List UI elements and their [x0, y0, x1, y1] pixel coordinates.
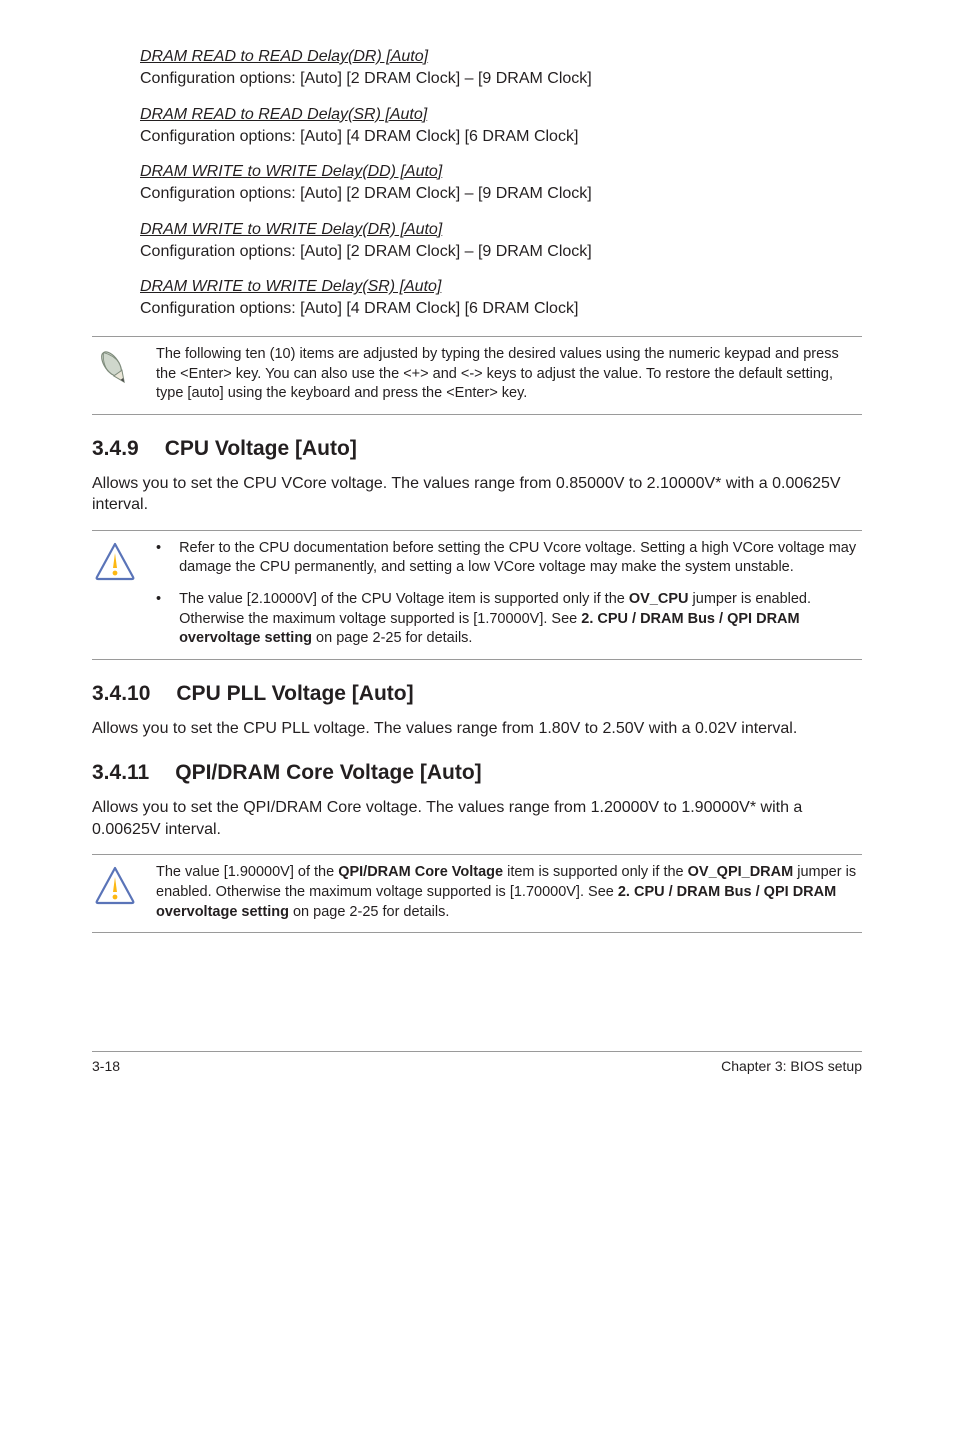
section-number: 3.4.9	[92, 437, 139, 461]
setting-desc: Configuration options: [Auto] [2 DRAM Cl…	[140, 241, 862, 263]
setting-desc: Configuration options: [Auto] [2 DRAM Cl…	[140, 68, 862, 90]
section-number: 3.4.11	[92, 761, 149, 785]
setting-desc: Configuration options: [Auto] [4 DRAM Cl…	[140, 298, 862, 320]
bullet-icon: •	[156, 539, 161, 578]
note-bullet-text: The value [2.10000V] of the CPU Voltage …	[179, 590, 858, 649]
footer-chapter: Chapter 3: BIOS setup	[721, 1058, 862, 1074]
section-body: Allows you to set the CPU PLL voltage. T…	[92, 718, 862, 740]
setting-title: DRAM READ to READ Delay(DR) [Auto]	[140, 48, 862, 66]
section-number: 3.4.10	[92, 682, 150, 706]
setting-desc: Configuration options: [Auto] [2 DRAM Cl…	[140, 183, 862, 205]
section-heading: 3.4.10 CPU PLL Voltage [Auto]	[92, 682, 862, 706]
section-title: CPU PLL Voltage [Auto]	[176, 682, 413, 706]
section-title: QPI/DRAM Core Voltage [Auto]	[175, 761, 481, 785]
warning-box: The value [1.90000V] of the QPI/DRAM Cor…	[92, 854, 862, 933]
bullet-icon: •	[156, 590, 161, 649]
section-body: Allows you to set the QPI/DRAM Core volt…	[92, 797, 862, 840]
warning-box: • Refer to the CPU documentation before …	[92, 530, 862, 660]
setting-block: DRAM WRITE to WRITE Delay(SR) [Auto] Con…	[140, 278, 862, 320]
footer-page-number: 3-18	[92, 1058, 120, 1074]
note-text: • Refer to the CPU documentation before …	[156, 539, 858, 649]
setting-desc: Configuration options: [Auto] [4 DRAM Cl…	[140, 126, 862, 148]
note-text: The value [1.90000V] of the QPI/DRAM Cor…	[156, 863, 858, 922]
note-box: The following ten (10) items are adjuste…	[92, 336, 862, 415]
section-heading: 3.4.9 CPU Voltage [Auto]	[92, 437, 862, 461]
setting-title: DRAM WRITE to WRITE Delay(DR) [Auto]	[140, 221, 862, 239]
setting-title: DRAM READ to READ Delay(SR) [Auto]	[140, 106, 862, 124]
warning-icon	[92, 863, 138, 922]
setting-block: DRAM WRITE to WRITE Delay(DR) [Auto] Con…	[140, 221, 862, 263]
setting-block: DRAM READ to READ Delay(SR) [Auto] Confi…	[140, 106, 862, 148]
note-text: The following ten (10) items are adjuste…	[156, 345, 858, 404]
warning-icon	[92, 539, 138, 649]
setting-title: DRAM WRITE to WRITE Delay(DD) [Auto]	[140, 163, 862, 181]
section-body: Allows you to set the CPU VCore voltage.…	[92, 473, 862, 516]
section-title: CPU Voltage [Auto]	[165, 437, 357, 461]
page-footer: 3-18 Chapter 3: BIOS setup	[92, 1051, 862, 1074]
section-heading: 3.4.11 QPI/DRAM Core Voltage [Auto]	[92, 761, 862, 785]
pencil-icon	[92, 345, 138, 404]
note-bullet-text: Refer to the CPU documentation before se…	[179, 539, 858, 578]
setting-title: DRAM WRITE to WRITE Delay(SR) [Auto]	[140, 278, 862, 296]
setting-block: DRAM WRITE to WRITE Delay(DD) [Auto] Con…	[140, 163, 862, 205]
setting-block: DRAM READ to READ Delay(DR) [Auto] Confi…	[140, 48, 862, 90]
